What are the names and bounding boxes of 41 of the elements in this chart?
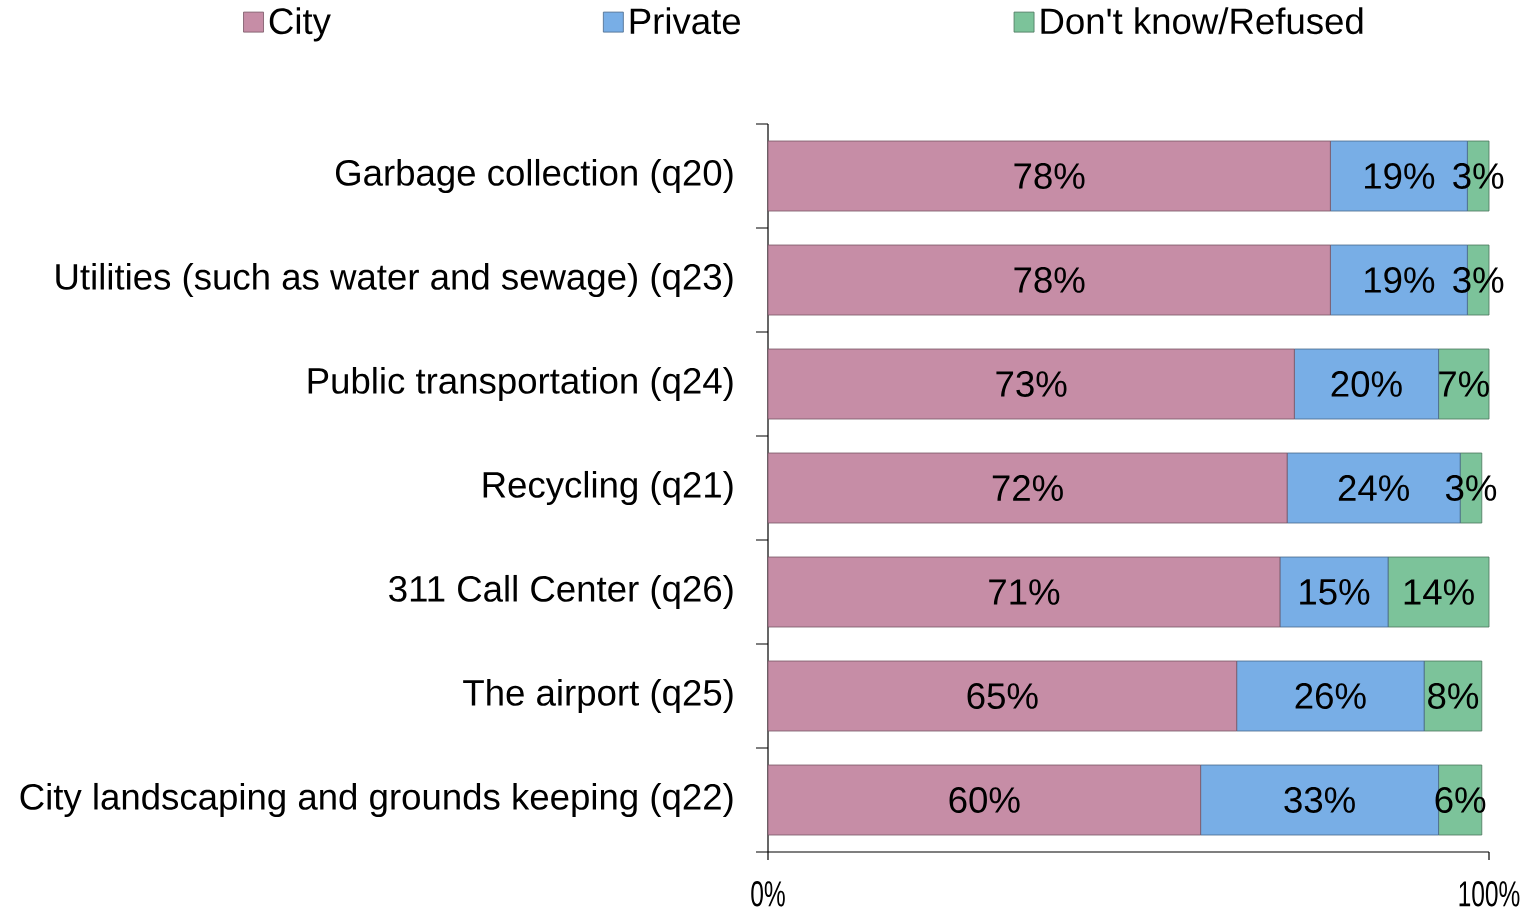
y-tick-label: 311 Call Center (q26) — [389, 574, 733, 610]
y-tick-label: Garbage collection (q20) — [335, 158, 733, 194]
data-label: 73% — [996, 371, 1067, 397]
y-tick-label: Utilities (such as water and sewage) (q23) — [56, 262, 733, 298]
bar — [1387, 556, 1490, 628]
bar — [767, 348, 1295, 420]
bar — [1293, 348, 1439, 420]
data-label: 78% — [1014, 163, 1085, 189]
data-label: 14% — [1404, 579, 1474, 605]
data-label: 78% — [1014, 267, 1085, 293]
bar — [767, 452, 1288, 524]
data-label: 65% — [967, 683, 1038, 709]
bar — [767, 764, 1201, 836]
data-label: 71% — [989, 579, 1060, 605]
legend-label: Don't know/Refused — [1041, 7, 1363, 35]
data-label: 72% — [992, 475, 1063, 501]
bar — [767, 556, 1281, 628]
data-label: 19% — [1365, 267, 1435, 293]
legend-label: City — [269, 7, 331, 42]
data-label: 60% — [949, 787, 1020, 813]
y-tick-label: Recycling (q21) — [483, 470, 733, 506]
data-label: 26% — [1295, 683, 1366, 709]
data-label: 15% — [1300, 579, 1370, 605]
data-label: 33% — [1284, 787, 1355, 813]
data-label: 19% — [1365, 163, 1435, 189]
x-tick-label: 100% — [1459, 881, 1520, 907]
bar — [767, 660, 1238, 732]
data-label: 7% — [1439, 371, 1489, 397]
y-tick-label: The airport (q25) — [463, 678, 733, 714]
data-label: 20% — [1331, 371, 1402, 397]
y-tick-label: Public transportation (q24) — [308, 366, 733, 402]
bar — [767, 140, 1331, 212]
y-tick-label: City landscaping and grounds keeping (q22) — [20, 782, 733, 818]
data-label: 24% — [1338, 475, 1409, 501]
legend-label: Private — [630, 7, 741, 35]
bar — [1438, 348, 1490, 420]
x-tick-label: 0% — [751, 881, 785, 907]
data-label: 8% — [1428, 683, 1479, 709]
bar — [1279, 556, 1389, 628]
bar — [767, 244, 1331, 316]
bar — [1236, 660, 1425, 732]
